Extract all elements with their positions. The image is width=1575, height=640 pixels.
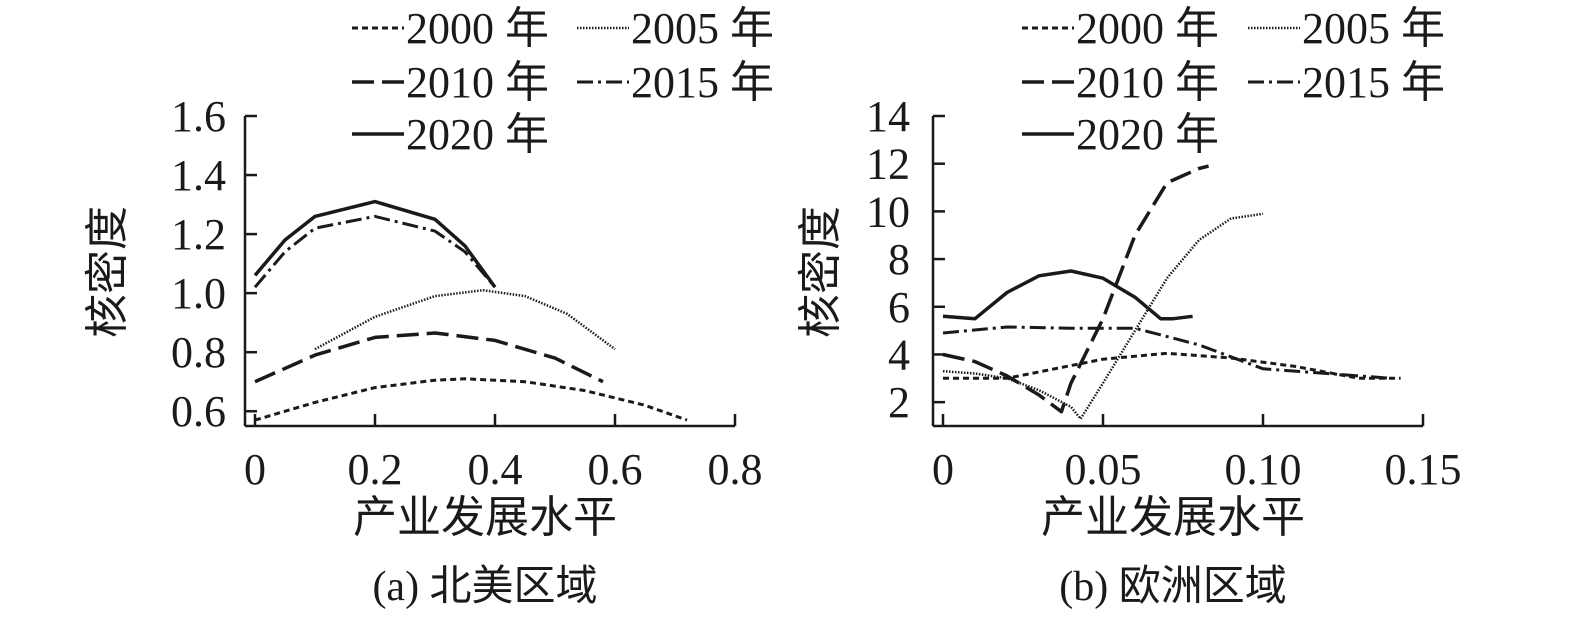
series-line-2015 [942,325,1392,380]
x-tick-label: 0.10 [1225,445,1302,494]
series-line-2010 [254,331,604,384]
legend-label: 2005 年 [631,4,774,53]
legend-label: 2005 年 [1302,4,1445,53]
chart-panel-a: 0 0.2 0.4 0.6 0.8 0.6 0.8 1.0 1.2 1.4 1.6 核密度产业发展水平… [83,4,774,610]
legend-label: 2015 年 [631,58,774,107]
legend-label: 2020 年 [1076,110,1219,159]
x-tick-label: 0.4 [468,445,523,494]
panel-caption: (a) 北美区域 [372,564,597,610]
y-tick-label: 4 [888,330,910,379]
series-line-2000 [943,351,1401,380]
series-line-2020 [942,269,1193,321]
series-line-2020 [253,199,497,289]
legend-label: 2000 年 [406,4,549,53]
series-line-2005 [942,212,1264,421]
series-line-2015 [253,214,497,289]
y-tick-label: 10 [866,187,910,236]
y-tick-label: 12 [866,140,910,189]
x-tick-label: 0.15 [1385,445,1462,494]
y-tick-label: 2 [888,378,910,427]
x-tick-label: 0 [244,445,266,494]
y-tick-label: 0.6 [171,387,226,436]
legend-label: 2010 年 [406,58,549,107]
panel-caption: (b) 欧洲区域 [1059,564,1286,610]
x-tick-label: 0.2 [348,445,403,494]
y-tick-label: 1.0 [171,269,226,318]
x-axis-title: 产业发展水平 [1041,493,1305,542]
x-axis-title: 产业发展水平 [353,493,617,542]
legend: 2000 年 2005 年 2010 年 2015 年 2020 年 [352,4,774,159]
legend-label: 2020 年 [406,110,549,159]
y-tick-label: 14 [866,92,910,141]
x-tick-label: 0.8 [708,445,763,494]
series-line-2000 [254,377,688,422]
y-tick-label: 0.8 [171,328,226,377]
y-tick-label: 6 [888,283,910,332]
legend: 2000 年 2005 年 2010 年 2015 年 2020 年 [1022,4,1445,159]
series-line-2005 [314,288,616,351]
y-axis-title: 核密度 [83,206,132,338]
legend-label: 2010 年 [1076,58,1219,107]
legend-label: 2015 年 [1302,58,1445,107]
series-line-2010 [942,164,1210,414]
y-tick-label: 1.2 [171,210,226,259]
x-tick-label: 0.6 [588,445,643,494]
y-axis-title: 核密度 [796,206,845,338]
x-tick-label: 0.05 [1065,445,1142,494]
legend-label: 2000 年 [1076,4,1219,53]
y-tick-label: 8 [888,235,910,284]
y-tick-label: 1.4 [171,151,226,200]
y-tick-label: 1.6 [171,92,226,141]
x-tick-label: 0 [932,445,954,494]
